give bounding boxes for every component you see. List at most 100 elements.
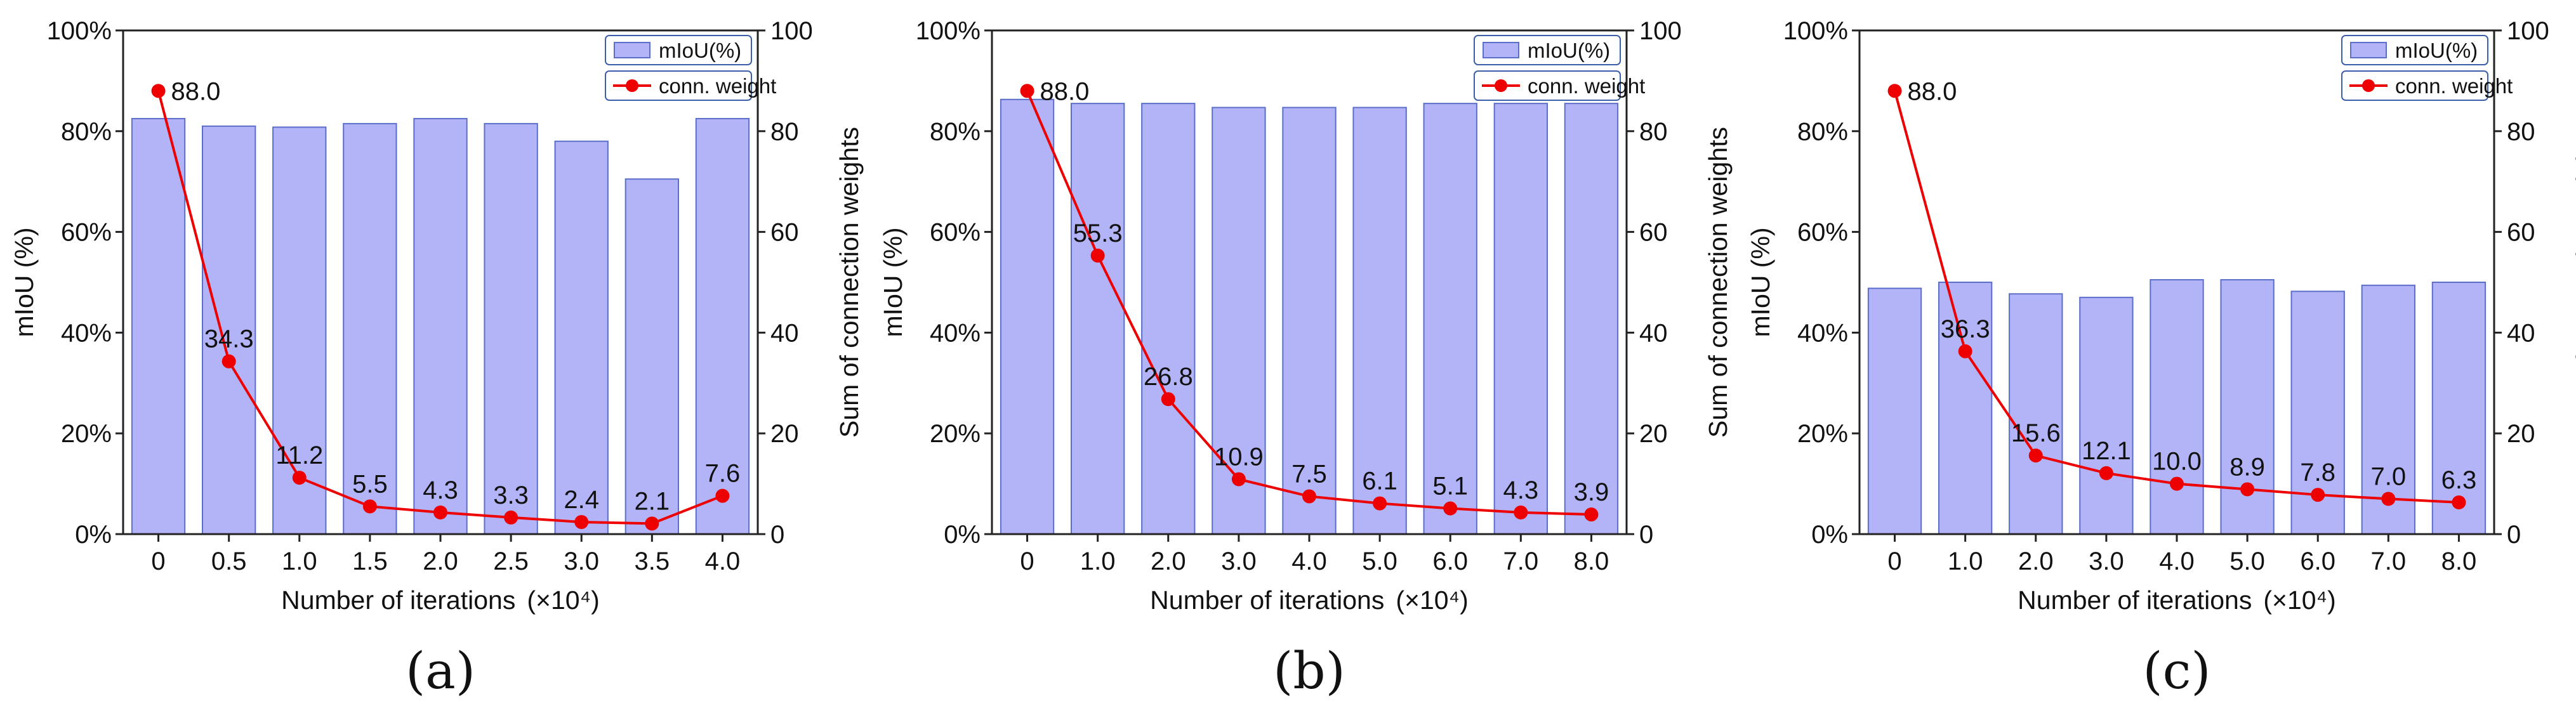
y2-tick-label: 0 [770, 521, 784, 549]
x-tick-label: 8.0 [1574, 547, 1609, 575]
x-axis-unit: (×10⁴) [1396, 585, 1468, 615]
conn-weight-point [1373, 496, 1387, 511]
legend-entry-line: conn. weight [605, 70, 776, 101]
conn-weight-point [504, 510, 519, 525]
legend-label: conn. weight [2395, 74, 2513, 98]
y-tick-label: 60% [930, 219, 981, 247]
bar [1352, 107, 1407, 535]
conn-weight-point [1584, 507, 1599, 522]
legend-marker [2362, 79, 2375, 92]
legend-marker [626, 79, 638, 92]
conn-weight-point [2170, 476, 2184, 491]
bar [131, 117, 186, 535]
data-label: 4.3 [1503, 476, 1539, 504]
bar [1141, 103, 1196, 535]
panel-caption: (a) [406, 641, 475, 700]
x-tick-label: 4.0 [2159, 547, 2195, 575]
y2-tick-label: 20 [2507, 420, 2535, 448]
x-tick-label: 4.0 [705, 547, 741, 575]
x-tick-label: 1.0 [1948, 547, 1983, 575]
y-tick-label: 40% [1797, 319, 1848, 347]
legend-label: conn. weight [1528, 74, 1645, 98]
bar [2009, 293, 2063, 535]
bar [202, 125, 256, 535]
x-tick-label: 2.5 [493, 547, 529, 575]
data-label: 36.3 [1941, 315, 1990, 343]
x-axis-unit: (×10⁴) [2263, 585, 2335, 615]
x-tick-label: 3.5 [635, 547, 670, 575]
data-label: 55.3 [1073, 219, 1123, 247]
conn-weight-point [433, 505, 447, 520]
x-axis-label: Number of iterations (×10⁴) [281, 585, 600, 615]
y-tick-label: 60% [61, 219, 112, 247]
y-tick-label: 0% [944, 521, 981, 549]
data-label: 6.1 [1362, 468, 1397, 495]
legend-label: mIoU(%) [1528, 39, 1610, 62]
y-tick-label: 100% [1783, 17, 1848, 45]
y-tick-label: 0% [75, 521, 112, 549]
conn-weight-point [574, 514, 589, 529]
y-tick-label: 100% [916, 17, 981, 45]
data-label: 26.8 [1144, 363, 1193, 391]
y2-tick-label: 60 [770, 219, 799, 247]
x-tick-label: 5.0 [2229, 547, 2265, 575]
y-tick-label: 80% [930, 118, 981, 146]
bar [484, 122, 538, 535]
y2-tick-label: 60 [2507, 219, 2535, 247]
x-tick-label: 3.0 [2089, 547, 2124, 575]
y2-axis-label: Sum of connection weights [1703, 127, 1733, 438]
data-label: 34.3 [204, 325, 254, 353]
conn-weight-point [2452, 495, 2466, 509]
chart-panel-c: 0% 20% 40% 60% 80% 100% 0 20 40 60 80 100 0 1.0 2.0 3.0… [1746, 17, 2576, 700]
y2-tick-label: 40 [770, 319, 799, 347]
conn-weight-point [292, 471, 307, 485]
bar [1212, 107, 1266, 535]
y2-tick-label: 80 [2507, 118, 2535, 146]
data-label: 3.9 [1574, 478, 1609, 506]
y2-tick-label: 80 [1639, 118, 1668, 146]
data-label: 8.9 [2229, 453, 2265, 481]
y-tick-label: 20% [61, 420, 112, 448]
conn-weight-point [151, 84, 166, 98]
conn-weight-point [1231, 472, 1246, 487]
y2-tick-label: 40 [1639, 319, 1668, 347]
conn-weight-point [2240, 482, 2255, 497]
bar [1071, 103, 1125, 535]
x-tick-label: 4.0 [1291, 547, 1327, 575]
bar [1938, 282, 1993, 535]
y-tick-label: 60% [1797, 219, 1848, 247]
bar [1282, 107, 1337, 535]
y2-tick-label: 100 [770, 17, 813, 45]
y-tick-label: 40% [61, 319, 112, 347]
bar [624, 178, 680, 535]
conn-weight-point [1958, 344, 1972, 358]
x-tick-label: 7.0 [1503, 547, 1539, 575]
x-tick-label: 0 [151, 547, 165, 575]
legend-box [2341, 70, 2488, 101]
bar [1493, 103, 1549, 535]
data-label: 88.0 [171, 77, 221, 105]
conn-weight-point [1161, 392, 1175, 407]
y-tick-label: 0% [1811, 521, 1848, 549]
x-axis-label: Number of iterations (×10⁴) [1150, 585, 1469, 615]
conn-weight-point [1302, 489, 1316, 504]
bar [1423, 103, 1477, 535]
bar [343, 122, 397, 535]
y-tick-label: 40% [930, 319, 981, 347]
x-axis-title: Number of iterations [281, 585, 515, 615]
y2-tick-label: 20 [770, 420, 799, 448]
conn-weight-point [1514, 505, 1528, 520]
data-label: 7.8 [2300, 459, 2335, 487]
data-label: 2.4 [564, 486, 599, 514]
data-label: 12.1 [2082, 437, 2131, 465]
x-tick-label: 2.0 [423, 547, 458, 575]
y2-tick-label: 20 [1639, 420, 1668, 448]
x-tick-label: 1.0 [1080, 547, 1116, 575]
bar [554, 140, 609, 535]
data-label: 88.0 [1908, 77, 1957, 105]
y2-tick-label: 0 [1639, 521, 1653, 549]
legend-entry-line: conn. weight [2341, 70, 2513, 101]
bar [1000, 98, 1055, 535]
x-tick-label: 3.0 [564, 547, 599, 575]
x-axis-title: Number of iterations [1150, 585, 1384, 615]
